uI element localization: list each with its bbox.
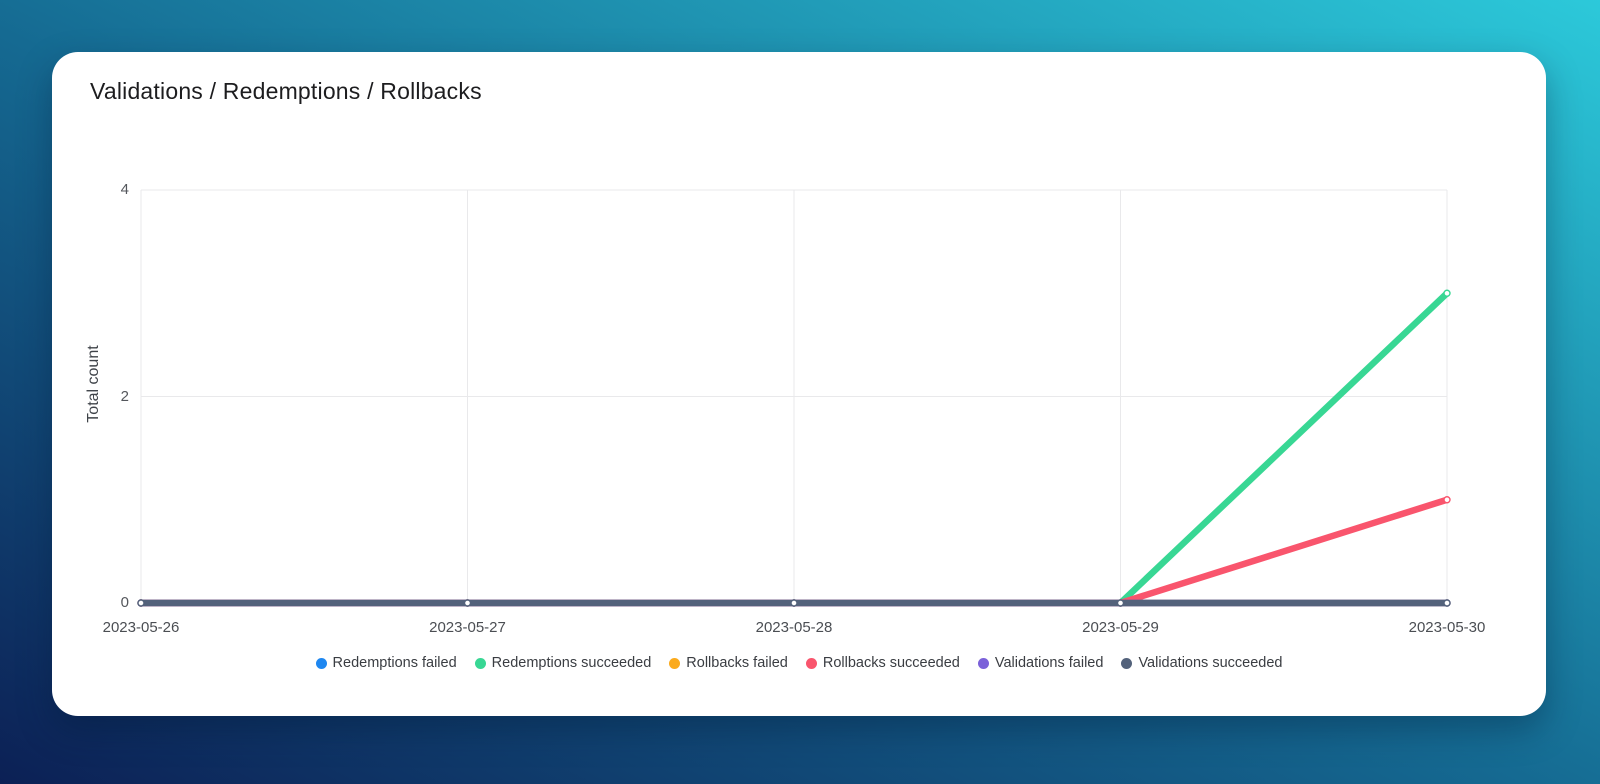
data-point bbox=[463, 599, 472, 607]
x-tick-label: 2023-05-28 bbox=[755, 619, 833, 636]
legend-item-rollbacks-succeeded[interactable]: Rollbacks succeeded bbox=[805, 655, 960, 671]
legend-label: Rollbacks succeeded bbox=[822, 655, 960, 671]
chart-card: Validations / Redemptions / Rollbacks To… bbox=[52, 52, 1546, 716]
legend-label: Redemptions failed bbox=[332, 655, 457, 671]
legend-item-validations-succeeded[interactable]: Validations succeeded bbox=[1121, 655, 1282, 671]
y-tick-label: 4 bbox=[120, 181, 129, 198]
data-point bbox=[1443, 599, 1451, 607]
legend-item-redemptions-succeeded[interactable]: Redemptions succeeded bbox=[474, 655, 652, 671]
chart-legend: Redemptions failed Redemptions succeeded R… bbox=[52, 655, 1546, 671]
y-tick-label: 0 bbox=[120, 594, 129, 611]
legend-item-rollbacks-failed[interactable]: Rollbacks failed bbox=[669, 655, 788, 671]
y-tick-label: 2 bbox=[120, 387, 129, 405]
x-tick-label: 2023-05-30 bbox=[1408, 619, 1486, 636]
legend-label: Rollbacks failed bbox=[686, 655, 788, 671]
legend-dot-icon bbox=[669, 657, 681, 669]
data-point bbox=[1443, 289, 1451, 297]
legend-dot-icon bbox=[474, 657, 486, 669]
x-tick-label: 2023-05-26 bbox=[102, 619, 180, 636]
legend-label: Redemptions succeeded bbox=[491, 655, 652, 671]
legend-item-redemptions-failed[interactable]: Redemptions failed bbox=[315, 655, 457, 671]
chart-title: Validations / Redemptions / Rollbacks bbox=[90, 78, 482, 104]
x-tick-label: 2023-05-27 bbox=[429, 619, 506, 636]
data-point bbox=[1116, 599, 1125, 607]
data-point bbox=[1443, 496, 1451, 504]
y-axis-title: Total count bbox=[85, 345, 102, 423]
legend-label: Validations succeeded bbox=[1138, 655, 1283, 671]
legend-dot-icon bbox=[977, 657, 989, 669]
legend-dot-icon bbox=[315, 657, 327, 669]
legend-dot-icon bbox=[1121, 657, 1133, 669]
legend-label: Validations failed bbox=[994, 655, 1104, 671]
data-point bbox=[790, 599, 798, 607]
legend-item-validations-failed[interactable]: Validations failed bbox=[977, 655, 1104, 671]
legend-dot-icon bbox=[805, 657, 817, 669]
plot-area bbox=[137, 189, 1451, 607]
data-point bbox=[137, 599, 145, 607]
x-tick-label: 2023-05-29 bbox=[1082, 619, 1159, 636]
